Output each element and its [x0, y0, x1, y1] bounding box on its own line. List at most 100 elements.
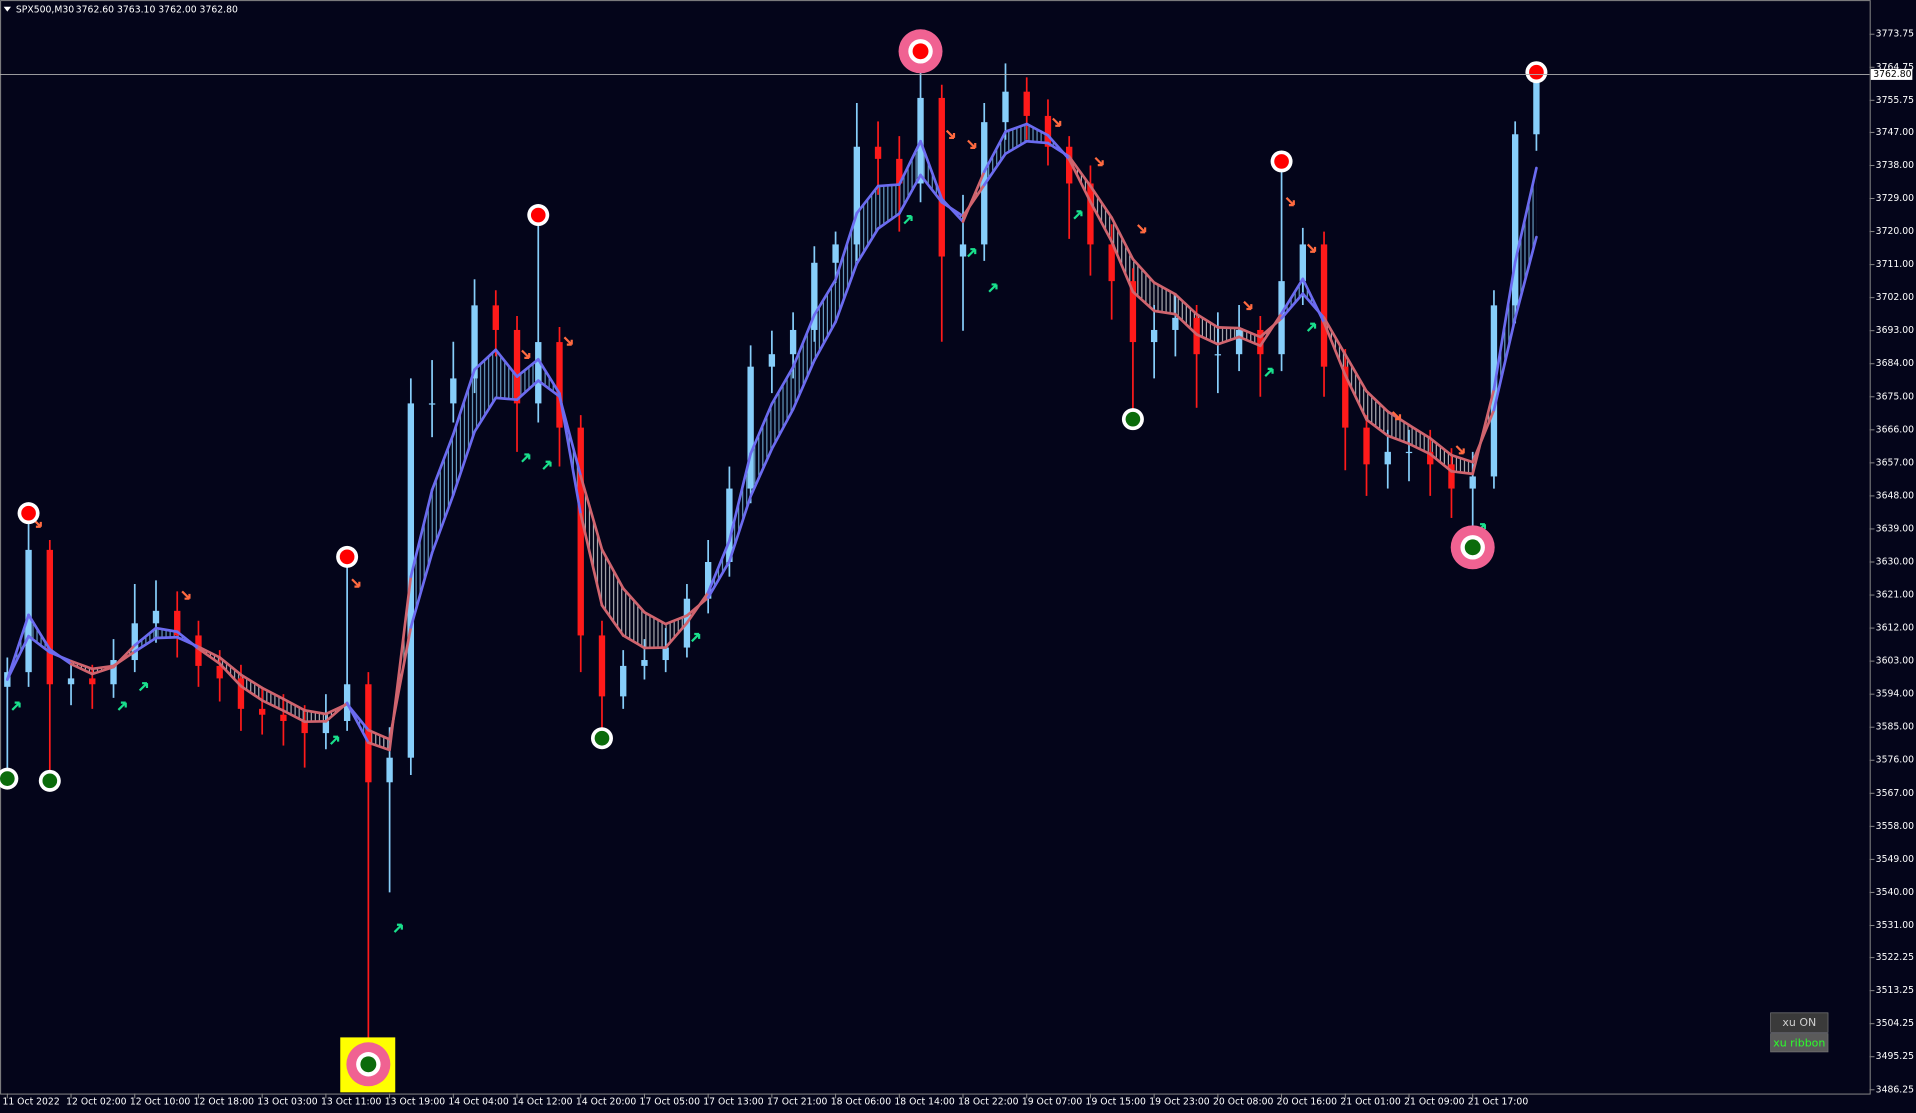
button-bg[interactable] [1770, 1012, 1829, 1033]
ma-fast-line [345, 701, 370, 744]
ma-fast-line [473, 348, 498, 371]
menu-triangle[interactable] [3, 6, 11, 12]
x-tick-label: 17 Oct 05:00 [640, 1097, 701, 1108]
ma-slow-line [770, 407, 795, 451]
ma-fast-line [409, 488, 434, 579]
ma-slow-line [1195, 312, 1220, 329]
candle-body [1363, 427, 1370, 465]
candle-body [1533, 74, 1540, 135]
candle-body [938, 97, 945, 257]
arrow-down [521, 349, 531, 359]
ribbon-fill [240, 674, 263, 701]
button-label[interactable]: xu ribbon [1773, 1036, 1825, 1049]
y-tick-label: 3612.00 [1876, 623, 1914, 634]
ma-fast-line [621, 634, 646, 650]
candle-body [1320, 244, 1328, 367]
candle-body [1405, 451, 1413, 454]
ma-fast-line [218, 662, 243, 688]
ma-slow-line [367, 728, 391, 741]
signal-layer [0, 29, 1548, 1093]
sell-signals [527, 204, 550, 227]
ma-fast-line [69, 662, 94, 676]
ma-fast-line [1195, 333, 1220, 346]
arrow-down [967, 139, 977, 149]
ribbon-fill [432, 434, 454, 553]
candle-body [1002, 91, 1009, 123]
ribbon-fill [1451, 455, 1473, 474]
button-xu-ribbon[interactable]: xu ribbon [1770, 1033, 1829, 1053]
x-tick-label: 19 Oct 15:00 [1086, 1097, 1147, 1108]
ma-fast-line [1513, 166, 1538, 264]
sell-signals [1525, 61, 1548, 84]
button-bg[interactable] [1770, 1033, 1829, 1053]
ma-slow-line [430, 493, 455, 555]
y-tick-label: 3764.75 [1876, 62, 1914, 73]
ma-fast-line [1089, 200, 1114, 243]
candle-body [152, 610, 160, 624]
x-tick-label: 21 Oct 01:00 [1340, 1097, 1401, 1108]
button-xu-on[interactable]: xu ON [1770, 1012, 1829, 1033]
y-tick-label: 3531.00 [1876, 920, 1914, 931]
ma-fast-line [791, 313, 816, 369]
ma-fast-line [1237, 335, 1262, 348]
x-tick-label: 13 Oct 19:00 [385, 1097, 446, 1108]
x-tick-label: 17 Oct 21:00 [767, 1097, 828, 1108]
arrow-down [1285, 197, 1295, 207]
ribbon-fill [453, 369, 475, 495]
candle-body [704, 561, 712, 599]
ma-fast-line [749, 402, 774, 456]
ma-slow-line [1131, 257, 1156, 284]
y-tick-label: 3540.00 [1876, 887, 1914, 898]
ma-slow-line [579, 474, 604, 551]
candle-body [1087, 183, 1094, 245]
ma-fast-line [834, 211, 859, 282]
y-tick-label: 3576.00 [1876, 755, 1914, 766]
ma-fast-line [494, 348, 519, 378]
ma-fast-line [813, 278, 837, 317]
ma-slow-line [1407, 423, 1432, 440]
y-tick-label: 3666.00 [1876, 424, 1914, 435]
ribbon-fill [495, 349, 518, 400]
ma-fast-line [1322, 321, 1347, 377]
candle-body [216, 665, 223, 679]
arrow-up [330, 735, 340, 745]
y-tick-label: 3630.00 [1876, 557, 1914, 568]
ma-slow-line [600, 548, 625, 590]
ribbon-fill [878, 184, 900, 229]
y-tick-label: 3693.00 [1876, 325, 1914, 336]
y-tick-label: 3711.00 [1876, 259, 1914, 270]
ma-slow-line [1450, 453, 1475, 464]
ribbon-fill [1217, 327, 1240, 345]
ma-slow-line [791, 359, 816, 411]
arrow-up [967, 248, 977, 258]
ma-fast-line [1365, 418, 1390, 438]
button-label[interactable]: xu ON [1782, 1016, 1816, 1029]
ma-slow-line [1216, 326, 1241, 330]
ribbon-fill [1005, 123, 1027, 154]
ma-fast-line [112, 643, 137, 669]
arrow-down [1243, 300, 1253, 311]
ribbon-fill [771, 367, 794, 449]
ma-fast-line [367, 741, 391, 752]
price-label-bg [1870, 68, 1913, 80]
ribbon-fill [1345, 354, 1367, 420]
ma-slow-line [282, 697, 306, 712]
arrow-up [393, 923, 403, 933]
candle-body [89, 678, 96, 685]
candle-body [428, 403, 436, 405]
ma-fast-line [940, 197, 965, 223]
arrow-down [1094, 156, 1104, 167]
ma-fast-line [282, 709, 306, 724]
ma-slow-line [1237, 326, 1262, 339]
candle-body [513, 329, 521, 404]
ma-slow-line [706, 559, 731, 599]
plot-frame [0, 0, 1871, 1095]
y-tick-label: 3504.25 [1876, 1018, 1914, 1029]
ma-fast-line [1258, 312, 1283, 348]
ma-slow-line [1322, 316, 1347, 356]
ribbon-fill [1239, 328, 1261, 346]
sell-signals [1270, 150, 1293, 173]
ma-fast-line [239, 684, 264, 702]
ribbon-fill [1111, 217, 1133, 292]
candle-body [726, 488, 733, 562]
